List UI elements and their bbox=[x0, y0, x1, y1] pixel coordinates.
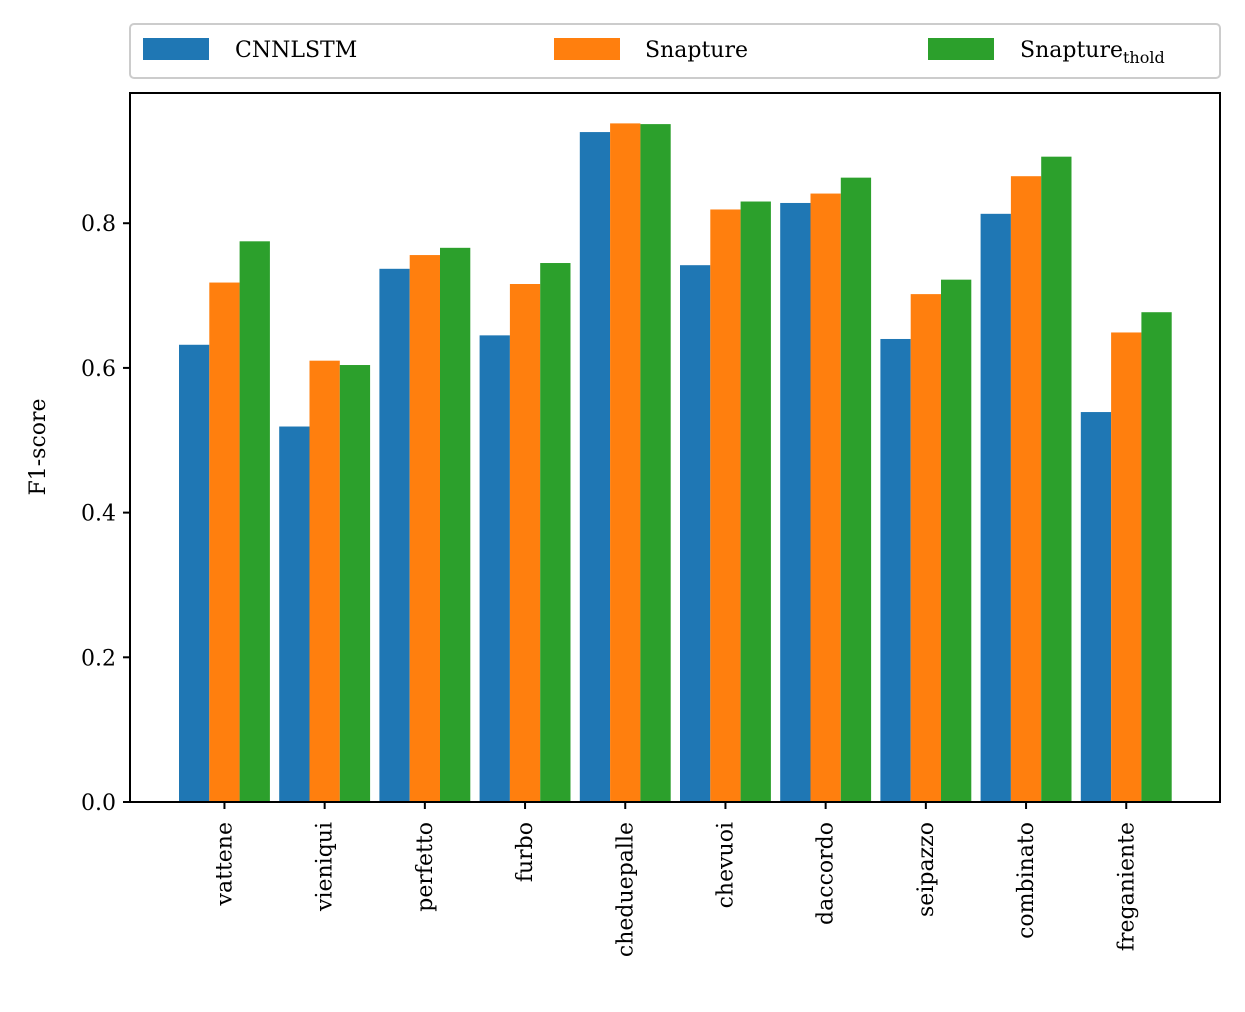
legend-swatch-cnnlstm bbox=[143, 38, 209, 60]
x-tick-label-cheduepalle: cheduepalle bbox=[613, 822, 638, 957]
x-tick-label-vieniqui: vieniqui bbox=[313, 822, 338, 912]
bar-seipazzo-series-1 bbox=[910, 294, 941, 802]
bar-freganiente-series-1 bbox=[1111, 332, 1142, 802]
legend-label-snapture-thold: Snapturethold bbox=[1020, 38, 1165, 67]
bars-group bbox=[179, 123, 1172, 803]
legend-swatch-snapture bbox=[554, 38, 620, 60]
x-tick-label-chevuoi: chevuoi bbox=[713, 822, 738, 908]
bar-combinato-series-0 bbox=[980, 213, 1011, 802]
bar-vattene-series-1 bbox=[209, 282, 240, 802]
y-tick-label-0.2: 0.2 bbox=[81, 646, 116, 671]
bar-combinato-series-2 bbox=[1041, 156, 1072, 803]
x-tick-label-combinato: combinato bbox=[1014, 822, 1039, 939]
bar-freganiente-series-2 bbox=[1141, 312, 1172, 802]
bar-vattene-series-2 bbox=[239, 241, 270, 802]
bar-cheduepalle-series-0 bbox=[579, 132, 611, 802]
legend-label-cnnlstm: CNNLSTM bbox=[235, 38, 357, 63]
x-tick-label-furbo: furbo bbox=[513, 822, 538, 882]
legend-frame bbox=[129, 23, 1221, 79]
bar-seipazzo-series-0 bbox=[880, 338, 911, 802]
legend-label-snapture-thold-main: Snapture bbox=[1020, 38, 1123, 63]
y-tick-label-0.4: 0.4 bbox=[81, 502, 116, 527]
bar-furbo-series-1 bbox=[509, 284, 541, 802]
bar-daccordo-series-0 bbox=[780, 202, 811, 803]
bar-furbo-series-2 bbox=[540, 263, 571, 802]
bar-cheduepalle-series-1 bbox=[610, 123, 641, 802]
legend: CNNLSTM Snapture Snapturethold bbox=[129, 23, 1221, 79]
bar-vieniqui-series-2 bbox=[339, 365, 371, 802]
legend-label-snapture-thold-subscript: thold bbox=[1123, 48, 1165, 67]
x-tick-label-freganiente: freganiente bbox=[1114, 822, 1139, 951]
bar-cheduepalle-series-2 bbox=[640, 124, 671, 803]
bar-chevuoi-series-2 bbox=[740, 201, 771, 802]
y-axis-ticks: 0.0 0.2 0.4 0.6 0.8 bbox=[81, 212, 130, 816]
y-tick-label-0.8: 0.8 bbox=[81, 212, 116, 237]
x-tick-label-seipazzo: seipazzo bbox=[914, 822, 939, 917]
x-tick-label-daccordo: daccordo bbox=[814, 822, 839, 925]
bar-vieniqui-series-0 bbox=[279, 426, 310, 802]
bar-perfetto-series-1 bbox=[409, 255, 440, 802]
x-axis-ticks: vattene vieniqui perfetto furbo cheduepalle c… bbox=[212, 802, 1139, 957]
bar-vattene-series-0 bbox=[179, 344, 210, 802]
x-tick-label-perfetto: perfetto bbox=[413, 822, 438, 912]
bar-chevuoi-series-0 bbox=[680, 265, 711, 802]
bar-perfetto-series-0 bbox=[379, 268, 410, 802]
legend-label-snapture: Snapture bbox=[645, 38, 748, 63]
legend-swatch-snapture-thold bbox=[928, 38, 994, 60]
bar-daccordo-series-1 bbox=[810, 193, 841, 802]
y-tick-label-0.6: 0.6 bbox=[81, 357, 116, 382]
bar-vieniqui-series-1 bbox=[309, 360, 340, 802]
y-tick-label-0.0: 0.0 bbox=[81, 791, 116, 816]
bar-freganiente-series-0 bbox=[1080, 412, 1112, 802]
x-tick-label-vattene: vattene bbox=[212, 822, 237, 906]
y-axis-label: F1-score bbox=[26, 398, 51, 495]
bar-furbo-series-0 bbox=[479, 335, 510, 802]
plot-frame bbox=[129, 92, 1221, 803]
bar-chevuoi-series-1 bbox=[710, 209, 741, 803]
bar-daccordo-series-2 bbox=[840, 177, 872, 802]
bar-seipazzo-series-2 bbox=[941, 279, 972, 802]
bar-combinato-series-1 bbox=[1010, 176, 1042, 802]
bar-perfetto-series-2 bbox=[440, 247, 471, 802]
